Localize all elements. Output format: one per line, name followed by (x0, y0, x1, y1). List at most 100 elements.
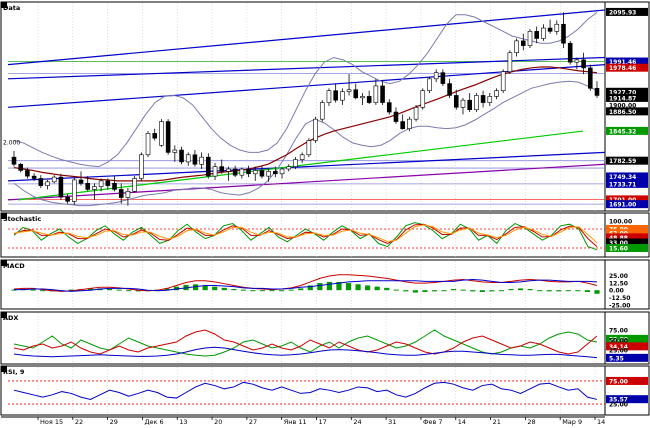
price-label-bg (606, 172, 648, 181)
candle-body (514, 40, 519, 54)
candle-body (574, 59, 580, 63)
macd-histogram-bar (259, 290, 266, 292)
price-label-bg (606, 126, 648, 135)
candle-body (453, 95, 459, 108)
panel-title: Data (3, 4, 20, 12)
candle-body (567, 42, 573, 63)
candle-body (407, 118, 412, 129)
adx-label-bg (606, 334, 648, 343)
candle-body (534, 31, 539, 39)
x-axis-tick-label: Мар 9 (562, 418, 582, 426)
macd-histogram-bar (193, 284, 199, 291)
candle-body (319, 102, 325, 120)
adx-tick-label: 5.35 (609, 355, 624, 362)
x-axis-tick-label: 27 (249, 418, 257, 426)
candle-body (306, 140, 312, 156)
macd-histogram-bar (336, 281, 342, 291)
candle-body (25, 170, 30, 177)
candle-body (252, 170, 258, 175)
x-axis-tick-label: 14 (597, 418, 605, 426)
x-axis-tick-label: 14 (458, 418, 466, 426)
rsi-label-bg (606, 395, 648, 404)
macd-histogram-bar (479, 290, 485, 292)
candle-body (420, 90, 426, 108)
x-axis-tick-label: Фев 7 (423, 418, 443, 426)
candle-body (85, 182, 91, 190)
macd-histogram-bar (565, 290, 571, 292)
price-tick-label: 1927.70 (609, 89, 636, 96)
candle-body (386, 102, 392, 113)
panel-frame (0, 311, 650, 365)
macd-histogram-bar (68, 289, 74, 291)
candle-body (500, 71, 506, 91)
candle-body (152, 133, 158, 139)
adx-line (13, 329, 598, 355)
stoch-label-bg (606, 225, 648, 233)
candle-body (594, 88, 600, 96)
candle-body (78, 179, 84, 184)
macd-histogram-bar (441, 290, 447, 292)
candle-body (340, 91, 345, 101)
candle-body (232, 168, 238, 176)
candle-body (266, 171, 271, 177)
candle-body (541, 27, 546, 39)
macd-line (14, 279, 598, 292)
stochastic-tick-label: 100.00 (609, 219, 632, 226)
macd-histogram-bar (279, 290, 285, 292)
candle-body (561, 23, 566, 44)
macd-histogram-bar (431, 290, 438, 292)
panel-corner-handle (1, 213, 7, 219)
x-axis-tick-label: 13 (179, 418, 187, 426)
candle-body (11, 156, 17, 165)
macd-histogram-bar (374, 286, 380, 291)
rsi-label-bg (606, 376, 648, 385)
candle-body (58, 176, 64, 198)
macd-histogram-bar (30, 289, 36, 291)
candle-body (299, 154, 305, 160)
price-tick-label: 2095.93 (609, 9, 636, 16)
trend-channel-line (7, 63, 606, 108)
stoch-label-bg (606, 244, 648, 253)
candle-body (192, 154, 198, 165)
stochastic-line (13, 224, 598, 244)
price-tick-label: 1691.00 (609, 202, 636, 209)
macd-histogram-bar (106, 289, 113, 291)
macd-histogram-bar (546, 290, 552, 292)
macd-histogram-bar (240, 289, 246, 291)
stoch-label-bg (606, 238, 648, 247)
panel-title: RSI, 9 (3, 368, 25, 376)
candle-body (279, 168, 285, 175)
adx-line (13, 346, 598, 359)
candle-body (353, 89, 359, 99)
macd-histogram-bar (393, 289, 399, 291)
adx-tick-label: 52.80 (609, 336, 628, 343)
price-tick-label: 1886.50 (609, 109, 636, 116)
price-tick-label: 1782.59 (609, 158, 636, 165)
macd-tick-label: 12.50 (609, 280, 628, 287)
price-label-bg (606, 7, 648, 16)
panel-title: ADX (3, 314, 18, 322)
x-axis-tick-label: 24 (353, 418, 361, 426)
price-label-bg (606, 93, 648, 102)
panel-title: MACD (3, 262, 25, 270)
macd-histogram-bar (365, 285, 371, 291)
candle-body (474, 95, 479, 110)
macd-histogram-bar (403, 290, 409, 292)
price-tick-label: 1733.71 (609, 181, 636, 188)
macd-histogram-bar (451, 289, 457, 291)
candle-body (92, 186, 97, 190)
candle-body (581, 59, 586, 69)
macd-histogram-bar (317, 283, 323, 291)
candle-body (433, 72, 439, 80)
candle-body (373, 85, 379, 103)
candle-body (185, 154, 191, 163)
rsi-tick-label: 75.00 (609, 378, 628, 385)
candle-body (460, 99, 466, 108)
moving-average-red (13, 66, 598, 182)
macd-histogram-bar (135, 290, 141, 292)
macd-histogram-bar (537, 290, 543, 292)
candle-body (286, 166, 292, 170)
adx-label-bg (606, 342, 648, 351)
panel-frame (0, 365, 650, 416)
